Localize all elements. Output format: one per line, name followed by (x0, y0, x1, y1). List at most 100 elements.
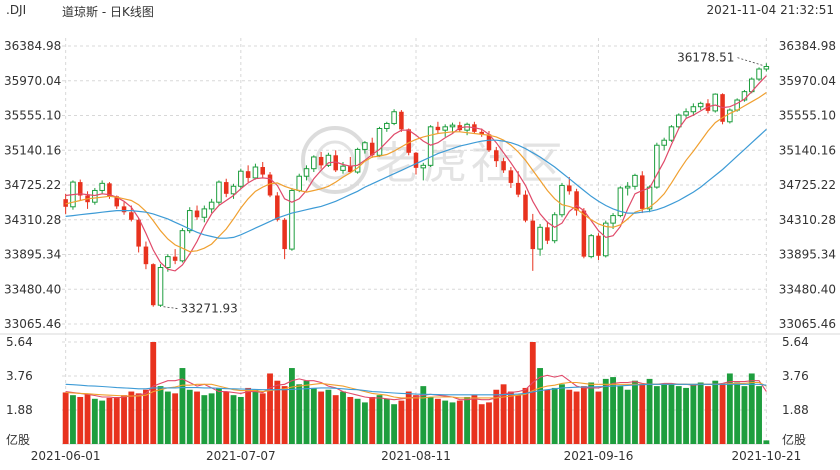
candle-body-down (194, 210, 200, 218)
volume-bar (318, 391, 325, 444)
candle-body-up (654, 144, 660, 188)
candle-body-down (107, 183, 112, 197)
volume-bar (361, 402, 368, 444)
price-tick-right: 36384.98 (779, 39, 836, 53)
chart-title: 道琼斯 - 日K线图 (62, 5, 154, 19)
volume-bar (551, 387, 558, 444)
candle-body-up (230, 185, 237, 195)
price-tick-left: 35555.10 (4, 109, 61, 123)
volume-bar (602, 378, 609, 444)
volume-axis: 5.64 5.64 3.76 3.76 1.88 1.88 亿股 亿股 (6, 335, 809, 447)
volume-bar (259, 393, 266, 444)
candle-body-up (559, 184, 565, 216)
volume-bar (405, 391, 412, 444)
volume-bar (756, 386, 762, 444)
volume-bar (398, 400, 405, 444)
volume-bar (296, 384, 303, 444)
volume-bar (486, 402, 492, 444)
volume-bar (741, 386, 748, 444)
volume-bar (632, 380, 638, 444)
volume-bar (624, 389, 631, 444)
candle-body-up (632, 174, 638, 187)
price-tick-right: 35970.04 (779, 74, 836, 88)
candle-body-up (427, 126, 434, 166)
candle-body-up (186, 210, 193, 232)
volume-bar (712, 380, 719, 444)
candle-body-down (260, 167, 265, 175)
watermark: 老虎社区 (301, 126, 563, 194)
candle-body-up (252, 166, 259, 179)
volume-bar (62, 392, 69, 444)
annotation-leader (163, 306, 179, 310)
candle-body-down (596, 235, 601, 256)
volume-bar (697, 382, 704, 444)
volume-bar (705, 386, 711, 444)
candle-body-up (376, 127, 383, 156)
candle-body-up (325, 154, 332, 166)
volume-bar (617, 386, 624, 444)
candle-body-down (567, 185, 572, 192)
volume-bar (252, 389, 259, 444)
candle-body-up (727, 109, 733, 123)
candle-body-down (245, 171, 251, 178)
candle-body-up (588, 235, 594, 258)
volume-bar (237, 396, 244, 444)
candle-body-up (303, 168, 310, 177)
date-tick: 2021-07-07 (206, 449, 276, 463)
candle-body-up (697, 102, 704, 108)
ticker-symbol: .DJI (6, 3, 27, 17)
volume-bar (427, 396, 434, 444)
volume-bars (62, 342, 770, 444)
price-tick-left: 33480.40 (4, 282, 61, 296)
candle-body-down (275, 195, 280, 220)
candle-body-up (157, 267, 164, 306)
candle-body-up (624, 185, 631, 189)
candle-body-up (676, 114, 682, 128)
volume-bar (675, 386, 682, 444)
volume-bar (121, 395, 127, 444)
volume-bar (201, 395, 208, 444)
price-tick-left: 34310.28 (4, 213, 61, 227)
grid (0, 38, 840, 445)
candle-body-down (406, 129, 411, 153)
volume-bar (128, 391, 135, 444)
candle-body-up (741, 91, 748, 101)
candle-body-down (479, 131, 484, 135)
candle-body-up (617, 187, 624, 217)
volume-bar (763, 440, 770, 444)
candle-body-down (399, 111, 404, 130)
volume-ma-line-vol_ma20 (65, 383, 767, 396)
ma-line-ma5 (65, 75, 767, 272)
candle-body-down (545, 227, 550, 241)
volume-ma-lines (65, 374, 767, 401)
candle-body-down (223, 182, 229, 194)
candle-body-up (165, 256, 171, 269)
volume-bar (354, 398, 361, 444)
volume-bar (734, 382, 741, 444)
candle-body-up (201, 208, 208, 218)
candle-body-up (179, 230, 186, 262)
volume-tick-right: 5.64 (782, 335, 809, 349)
volume-unit-left: 亿股 (6, 432, 30, 447)
volume-bar (150, 342, 157, 444)
volume-unit-right: 亿股 (782, 432, 806, 447)
volume-bar (332, 395, 339, 444)
candle-body-up (391, 111, 397, 124)
candle-body-up (661, 139, 667, 146)
candle-body-down (282, 219, 287, 250)
volume-bar (420, 386, 427, 444)
annotation-low: 33271.93 (181, 302, 238, 316)
volume-bar (106, 397, 113, 444)
price-axis-left: 36384.98 35970.04 35555.10 35140.16 34725.22… (4, 39, 61, 331)
candle-body-down (150, 264, 156, 306)
candle-body-up (296, 175, 302, 191)
price-tick-right: 34725.22 (779, 178, 836, 192)
volume-bar (493, 389, 500, 444)
volume-bar (683, 387, 689, 444)
candle-body-up (208, 201, 215, 210)
volume-bar (537, 368, 544, 444)
price-tick-left: 34725.22 (4, 178, 61, 192)
candle-body-up (668, 126, 675, 141)
